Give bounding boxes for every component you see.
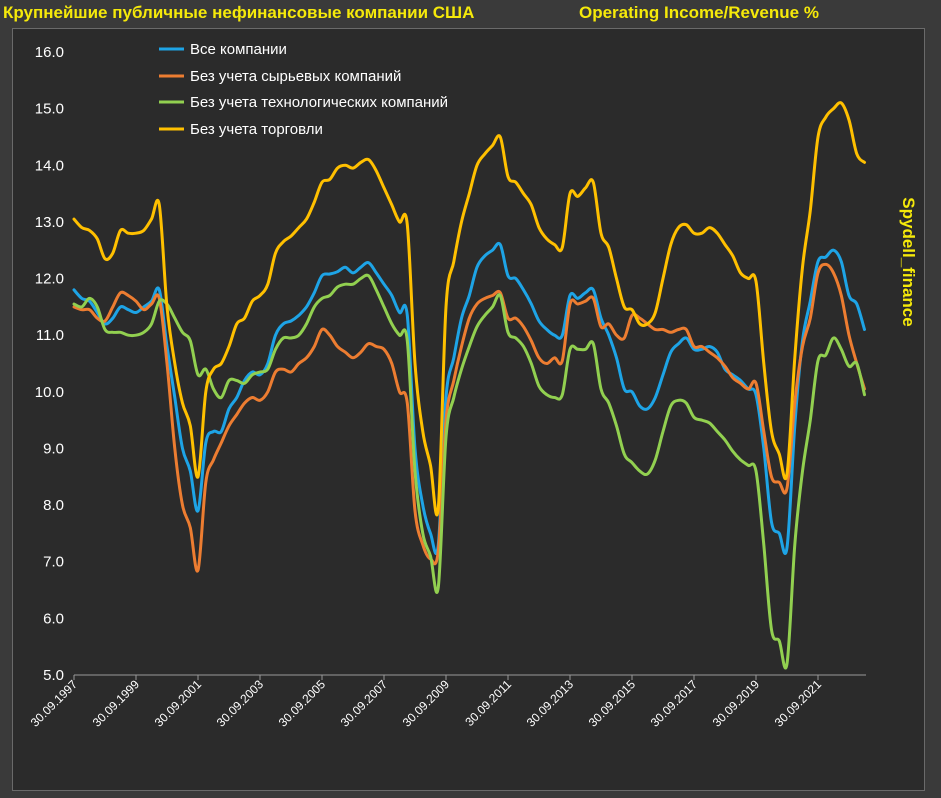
y-tick-label: 15.0 [35,101,64,118]
x-tick-label: 30.09.2001 [152,677,205,730]
chart-frame [12,28,925,791]
x-tick-label: 30.09.2011 [462,677,514,729]
y-tick-label: 16.0 [35,44,64,61]
series-ex-commodities-line [72,262,866,573]
x-tick-label: 30.09.2013 [524,677,577,730]
y-tick-label: 14.0 [35,157,64,174]
legend-label: Все компании [190,41,287,58]
x-tick-label: 30.09.2007 [338,677,391,730]
x-tick-label: 30.09.2009 [400,677,453,730]
x-tick-label: 30.09.2019 [710,677,763,730]
x-tick-label: 30.09.2003 [214,677,267,730]
y-tick-label: 6.0 [43,610,64,627]
series-all-companies-line [72,241,866,556]
x-tick-label: 30.09.2021 [772,677,825,730]
y-tick-label: 12.0 [35,271,64,288]
chart-title-left: Крупнейшие публичные нефинансовые компан… [3,3,475,22]
chart-title-right: Operating Income/Revenue % [579,3,819,22]
chart-series [72,101,866,670]
x-tick-label: 30.09.2005 [276,677,329,730]
y-tick-label: 7.0 [43,554,64,571]
series-ex-retail-line [72,101,866,517]
series-ex-tech-line [72,273,866,670]
y-tick-label: 8.0 [43,497,64,514]
legend-label: Без учета сырьевых компаний [190,68,401,85]
x-tick-label: 30.09.1999 [90,677,143,730]
x-tick-label: 30.09.2015 [586,677,639,730]
legend-label: Без учета торговли [190,121,323,138]
y-tick-label: 13.0 [35,214,64,231]
y-tick-label: 10.0 [35,384,64,401]
legend-label: Без учета технологических компаний [190,94,448,111]
y-tick-label: 9.0 [43,440,64,457]
y-tick-label: 11.0 [36,327,64,344]
x-tick-label: 30.09.1997 [28,677,81,730]
y-tick-label: 5.0 [43,667,64,684]
x-tick-label: 30.09.2017 [648,677,701,730]
chart-legend: Все компании Без учета сырьевых компаний Б… [159,41,448,138]
